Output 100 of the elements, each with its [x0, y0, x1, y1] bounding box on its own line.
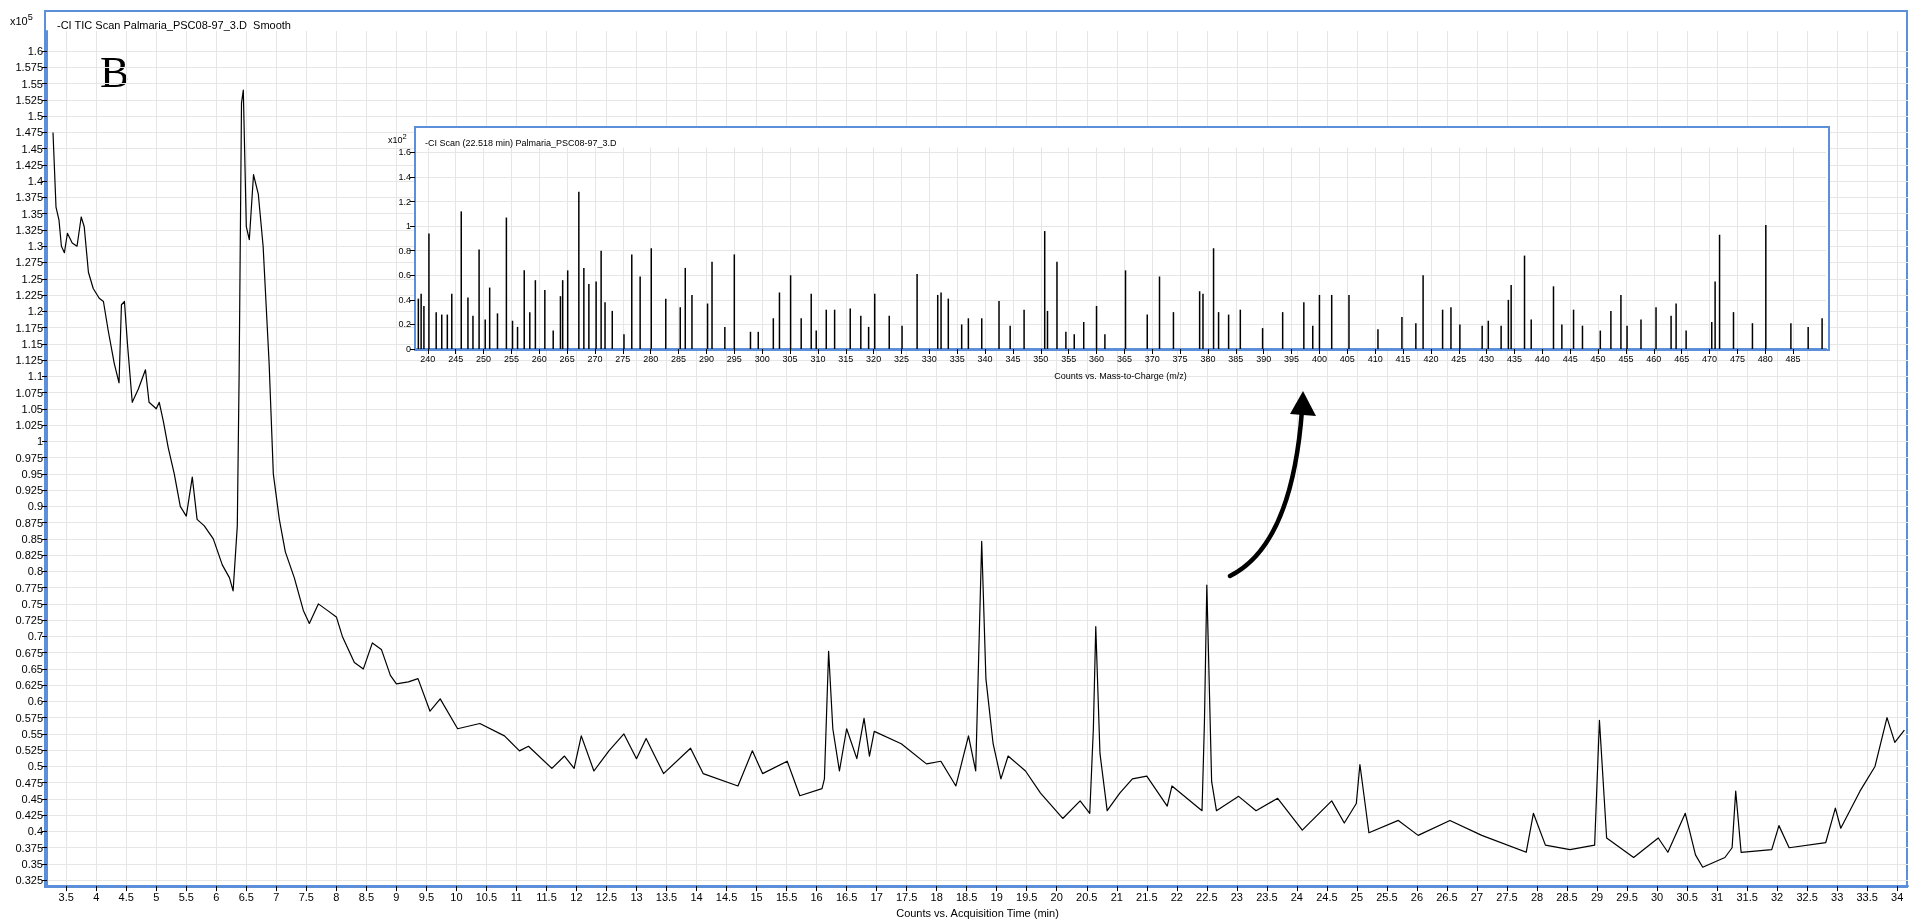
y-tick-label: 0.55	[21, 727, 43, 740]
y-tick-label: 0.375	[15, 841, 43, 854]
x-tick-label: 400	[1311, 353, 1327, 364]
y-tick-label: 1.125	[15, 354, 43, 367]
x-tick-label: 9.5	[418, 890, 435, 903]
x-tick-label: 13.5	[655, 890, 678, 903]
x-tick-label: 305	[782, 353, 798, 364]
x-tick-label: 280	[643, 353, 659, 364]
x-tick-label: 485	[1785, 353, 1801, 364]
x-tick-label: 395	[1284, 353, 1300, 364]
x-tick-label: 11	[510, 890, 523, 903]
x-tick-label: 29.5	[1616, 890, 1638, 903]
x-tick-label: 8	[333, 890, 340, 903]
x-axis-title: Counts vs. Acquisition Time (min)	[896, 906, 1059, 919]
x-tick-label: 28.5	[1556, 890, 1578, 903]
x-tick-label: 295	[726, 353, 742, 364]
x-tick-label: 480	[1757, 353, 1773, 364]
x-tick-label: 425	[1451, 353, 1467, 364]
x-tick-label: 32.5	[1796, 890, 1818, 903]
x-tick-label: 9	[393, 890, 400, 903]
y-axis-title: x10$^{5}$	[10, 12, 33, 28]
y-tick-label: 0.925	[15, 484, 43, 497]
x-tick-label: 10.5	[475, 890, 498, 903]
y-tick-label: 0.7	[27, 630, 43, 643]
x-tick-label: 265	[559, 353, 575, 364]
y-tick-label: 1.2	[27, 305, 43, 318]
x-tick-label: 380	[1200, 353, 1216, 364]
y-tick-label: 0.875	[15, 516, 43, 529]
chart-title: -CI Scan (22.518 min) Palmaria_PSC08-97_3.D	[425, 137, 618, 148]
y-tick-label: 1.425	[15, 158, 43, 171]
x-tick-label: 5	[153, 890, 160, 903]
x-tick-label: 410	[1367, 353, 1383, 364]
x-tick-label: 30.5	[1676, 890, 1698, 903]
x-tick-label: 14	[690, 890, 703, 903]
x-tick-label: 365	[1116, 353, 1132, 364]
x-tick-label: 31.5	[1736, 890, 1758, 903]
y-tick-label: 1.375	[15, 191, 43, 204]
y-tick-label: 0.75	[21, 597, 43, 610]
x-tick-label: 21.5	[1136, 890, 1158, 903]
x-tick-label: 3.5	[58, 890, 74, 903]
x-tick-label: 25	[1350, 890, 1364, 903]
y-tick-label: 0.425	[15, 809, 43, 822]
x-tick-label: 475	[1729, 353, 1745, 364]
x-tick-label: 15.5	[775, 890, 798, 903]
x-tick-label: 6	[213, 890, 220, 903]
y-tick-label: 0.35	[21, 857, 43, 870]
x-tick-label: 14.5	[715, 890, 738, 903]
x-tick-label: 22.5	[1196, 890, 1218, 903]
x-tick-label: 33.5	[1856, 890, 1878, 903]
x-tick-label: 270	[587, 353, 603, 364]
y-tick-label: 0.625	[15, 679, 43, 692]
y-tick-label: 0.775	[15, 581, 43, 594]
y-tick-label: 1.5	[27, 110, 43, 123]
y-tick-label: 0.85	[21, 532, 43, 545]
y-tick-label: 1.3	[27, 240, 43, 253]
x-tick-label: 21	[1110, 890, 1123, 903]
x-tick-label: 250	[476, 353, 492, 364]
x-tick-label: 445	[1562, 353, 1578, 364]
y-tick-label: 1.275	[15, 256, 43, 269]
y-tick-label: 0.95	[21, 467, 43, 480]
x-tick-label: 370	[1144, 353, 1160, 364]
x-tick-label: 245	[448, 353, 464, 364]
x-axis-title: Counts vs. Mass-to-Charge (m/z)	[1054, 370, 1187, 381]
x-tick-label: 7	[273, 890, 280, 903]
y-tick-label: 1.55	[21, 77, 43, 90]
x-tick-label: 310	[810, 353, 826, 364]
x-tick-label: 450	[1590, 353, 1606, 364]
x-tick-label: 23	[1230, 890, 1243, 903]
x-tick-label: 385	[1228, 353, 1244, 364]
x-tick-label: 320	[866, 353, 882, 364]
x-tick-label: 19.5	[1016, 890, 1038, 903]
y-tick-label: 0.675	[15, 646, 43, 659]
y-tick-label: 1	[405, 221, 411, 232]
x-tick-label: 315	[838, 353, 854, 364]
x-tick-label: 435	[1506, 353, 1522, 364]
y-tick-label: 1	[36, 435, 43, 448]
x-tick-label: 22	[1170, 890, 1183, 903]
x-tick-label: 26.5	[1436, 890, 1458, 903]
y-tick-label: 1.25	[21, 272, 43, 285]
x-tick-label: 300	[754, 353, 770, 364]
x-tick-label: 33	[1831, 890, 1844, 903]
x-tick-label: 28	[1530, 890, 1544, 903]
y-tick-label: 0.4	[398, 294, 411, 305]
y-tick-label: 1.6	[27, 45, 43, 58]
x-tick-label: 30	[1650, 890, 1664, 903]
y-tick-label: 1.35	[21, 207, 43, 220]
y-axis-title: x10$^{2}$	[388, 132, 407, 146]
x-tick-label: 19	[990, 890, 1003, 903]
x-tick-label: 455	[1618, 353, 1634, 364]
x-tick-label: 470	[1702, 353, 1718, 364]
x-tick-label: 345	[1005, 353, 1021, 364]
x-tick-label: 290	[698, 353, 714, 364]
y-tick-label: 0.825	[15, 549, 43, 562]
y-tick-label: 0.2	[398, 319, 411, 330]
y-tick-label: 1.6	[398, 147, 411, 158]
x-tick-label: 325	[893, 353, 910, 364]
x-tick-label: 335	[949, 353, 965, 364]
y-tick-label: 1.075	[15, 386, 43, 399]
y-tick-label: 0.8	[398, 245, 411, 256]
x-tick-label: 20	[1050, 890, 1063, 903]
